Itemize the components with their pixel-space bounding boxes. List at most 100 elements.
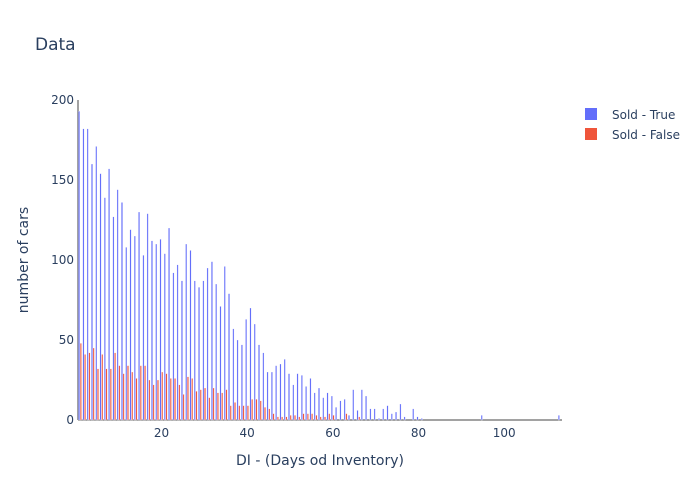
bar-sold-true[interactable]: [279, 363, 282, 421]
bar-sold-true[interactable]: [108, 168, 110, 421]
bar-sold-true[interactable]: [198, 287, 200, 421]
bar-sold-false[interactable]: [165, 373, 168, 421]
bar-sold-true[interactable]: [309, 378, 312, 421]
bar-sold-true[interactable]: [330, 395, 333, 421]
bar-sold-true[interactable]: [99, 173, 102, 421]
bar-sold-false[interactable]: [225, 389, 228, 421]
bar-sold-true[interactable]: [378, 418, 380, 421]
bar-sold-true[interactable]: [305, 386, 308, 421]
bar-sold-false[interactable]: [285, 416, 288, 421]
bar-sold-true[interactable]: [253, 323, 256, 421]
bar-sold-false[interactable]: [221, 392, 224, 421]
bar-sold-true[interactable]: [266, 371, 269, 421]
bar-sold-false[interactable]: [345, 413, 348, 421]
bar-sold-false[interactable]: [332, 415, 335, 421]
bar-sold-true[interactable]: [185, 243, 188, 421]
bar-sold-true[interactable]: [223, 266, 226, 421]
bar-sold-false[interactable]: [302, 413, 305, 421]
bar-sold-true[interactable]: [172, 272, 175, 421]
bar-sold-false[interactable]: [277, 416, 279, 421]
bar-sold-true[interactable]: [236, 339, 239, 421]
bar-sold-true[interactable]: [163, 253, 166, 421]
bar-sold-true[interactable]: [189, 250, 192, 421]
bar-sold-true[interactable]: [91, 163, 93, 421]
bar-sold-true[interactable]: [296, 373, 299, 421]
bar-sold-true[interactable]: [558, 415, 560, 421]
bar-sold-false[interactable]: [247, 405, 249, 421]
bar-sold-false[interactable]: [306, 413, 309, 421]
legend-item-sold-false[interactable]: Sold - False: [585, 128, 680, 142]
bar-sold-false[interactable]: [122, 373, 125, 421]
bar-sold-false[interactable]: [212, 387, 215, 421]
bar-sold-false[interactable]: [79, 343, 82, 421]
bar-sold-true[interactable]: [206, 267, 209, 421]
bar-sold-true[interactable]: [78, 111, 80, 421]
bar-sold-false[interactable]: [182, 394, 185, 421]
bar-sold-true[interactable]: [365, 395, 367, 421]
bar-sold-true[interactable]: [155, 243, 158, 421]
bar-sold-false[interactable]: [118, 365, 121, 421]
bar-sold-true[interactable]: [356, 410, 359, 421]
bar-sold-true[interactable]: [283, 359, 286, 421]
bar-sold-true[interactable]: [121, 202, 123, 421]
bar-sold-true[interactable]: [142, 255, 145, 421]
bar-sold-false[interactable]: [311, 413, 313, 421]
bar-sold-false[interactable]: [281, 416, 284, 421]
bar-sold-true[interactable]: [420, 418, 423, 421]
bar-sold-false[interactable]: [169, 378, 172, 421]
legend-item-sold-true[interactable]: Sold - True: [585, 108, 675, 122]
bar-sold-false[interactable]: [131, 371, 134, 421]
bar-sold-true[interactable]: [399, 403, 402, 421]
bar-sold-true[interactable]: [326, 392, 329, 421]
bar-sold-true[interactable]: [343, 399, 346, 421]
bar-sold-true[interactable]: [241, 344, 243, 421]
bar-sold-false[interactable]: [148, 379, 151, 421]
bar-sold-true[interactable]: [318, 387, 320, 421]
bar-sold-true[interactable]: [125, 247, 128, 421]
bar-sold-true[interactable]: [168, 227, 170, 421]
bar-sold-true[interactable]: [181, 280, 183, 421]
bar-sold-true[interactable]: [360, 389, 363, 421]
bar-sold-false[interactable]: [127, 365, 129, 421]
bar-sold-true[interactable]: [176, 264, 179, 421]
bar-sold-false[interactable]: [191, 378, 194, 421]
bar-sold-false[interactable]: [144, 365, 146, 421]
bar-sold-false[interactable]: [157, 379, 159, 421]
bar-sold-false[interactable]: [174, 378, 176, 421]
bar-sold-false[interactable]: [135, 378, 138, 421]
bar-sold-true[interactable]: [232, 328, 235, 421]
bar-sold-true[interactable]: [258, 344, 260, 421]
bar-sold-true[interactable]: [151, 240, 153, 421]
bar-sold-false[interactable]: [298, 416, 301, 421]
bar-sold-true[interactable]: [292, 384, 295, 421]
bar-sold-false[interactable]: [324, 416, 326, 421]
bar-sold-true[interactable]: [313, 392, 316, 421]
bar-sold-true[interactable]: [86, 128, 89, 421]
bar-sold-true[interactable]: [382, 408, 385, 421]
bar-sold-false[interactable]: [217, 392, 219, 421]
bar-sold-false[interactable]: [255, 399, 258, 421]
bar-sold-false[interactable]: [88, 352, 91, 421]
bar-sold-true[interactable]: [245, 319, 248, 421]
bar-sold-true[interactable]: [249, 307, 252, 421]
bar-sold-false[interactable]: [319, 416, 322, 421]
bar-sold-true[interactable]: [412, 408, 415, 421]
bar-sold-false[interactable]: [315, 415, 318, 421]
bar-sold-true[interactable]: [339, 400, 342, 421]
bar-sold-false[interactable]: [238, 405, 241, 421]
bar-sold-false[interactable]: [105, 368, 108, 421]
bar-sold-false[interactable]: [264, 407, 266, 421]
bar-sold-true[interactable]: [271, 371, 273, 421]
bar-sold-false[interactable]: [92, 347, 95, 421]
bar-sold-true[interactable]: [103, 197, 106, 421]
bar-sold-true[interactable]: [262, 352, 265, 421]
bar-sold-true[interactable]: [129, 229, 132, 421]
bar-sold-false[interactable]: [97, 368, 99, 421]
bar-sold-false[interactable]: [101, 354, 104, 421]
bar-sold-true[interactable]: [116, 189, 119, 421]
bar-sold-false[interactable]: [328, 413, 331, 421]
bar-sold-false[interactable]: [187, 376, 189, 421]
bar-sold-true[interactable]: [112, 216, 115, 421]
bar-sold-true[interactable]: [348, 415, 350, 421]
bar-sold-true[interactable]: [300, 375, 303, 421]
